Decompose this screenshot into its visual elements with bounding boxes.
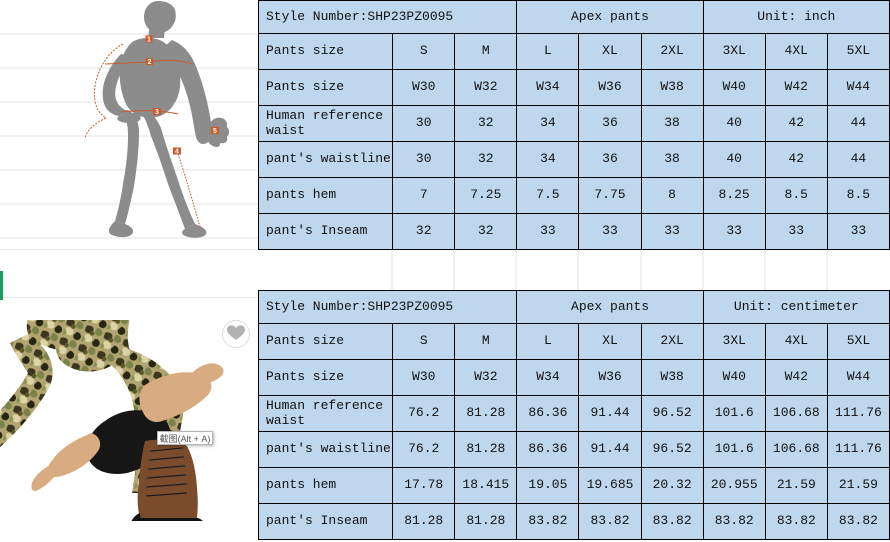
svg-text:3: 3 bbox=[155, 109, 159, 116]
svg-text:5: 5 bbox=[213, 128, 217, 135]
svg-text:2: 2 bbox=[148, 59, 152, 66]
svg-text:4: 4 bbox=[175, 148, 179, 155]
svg-text:1: 1 bbox=[147, 36, 151, 43]
